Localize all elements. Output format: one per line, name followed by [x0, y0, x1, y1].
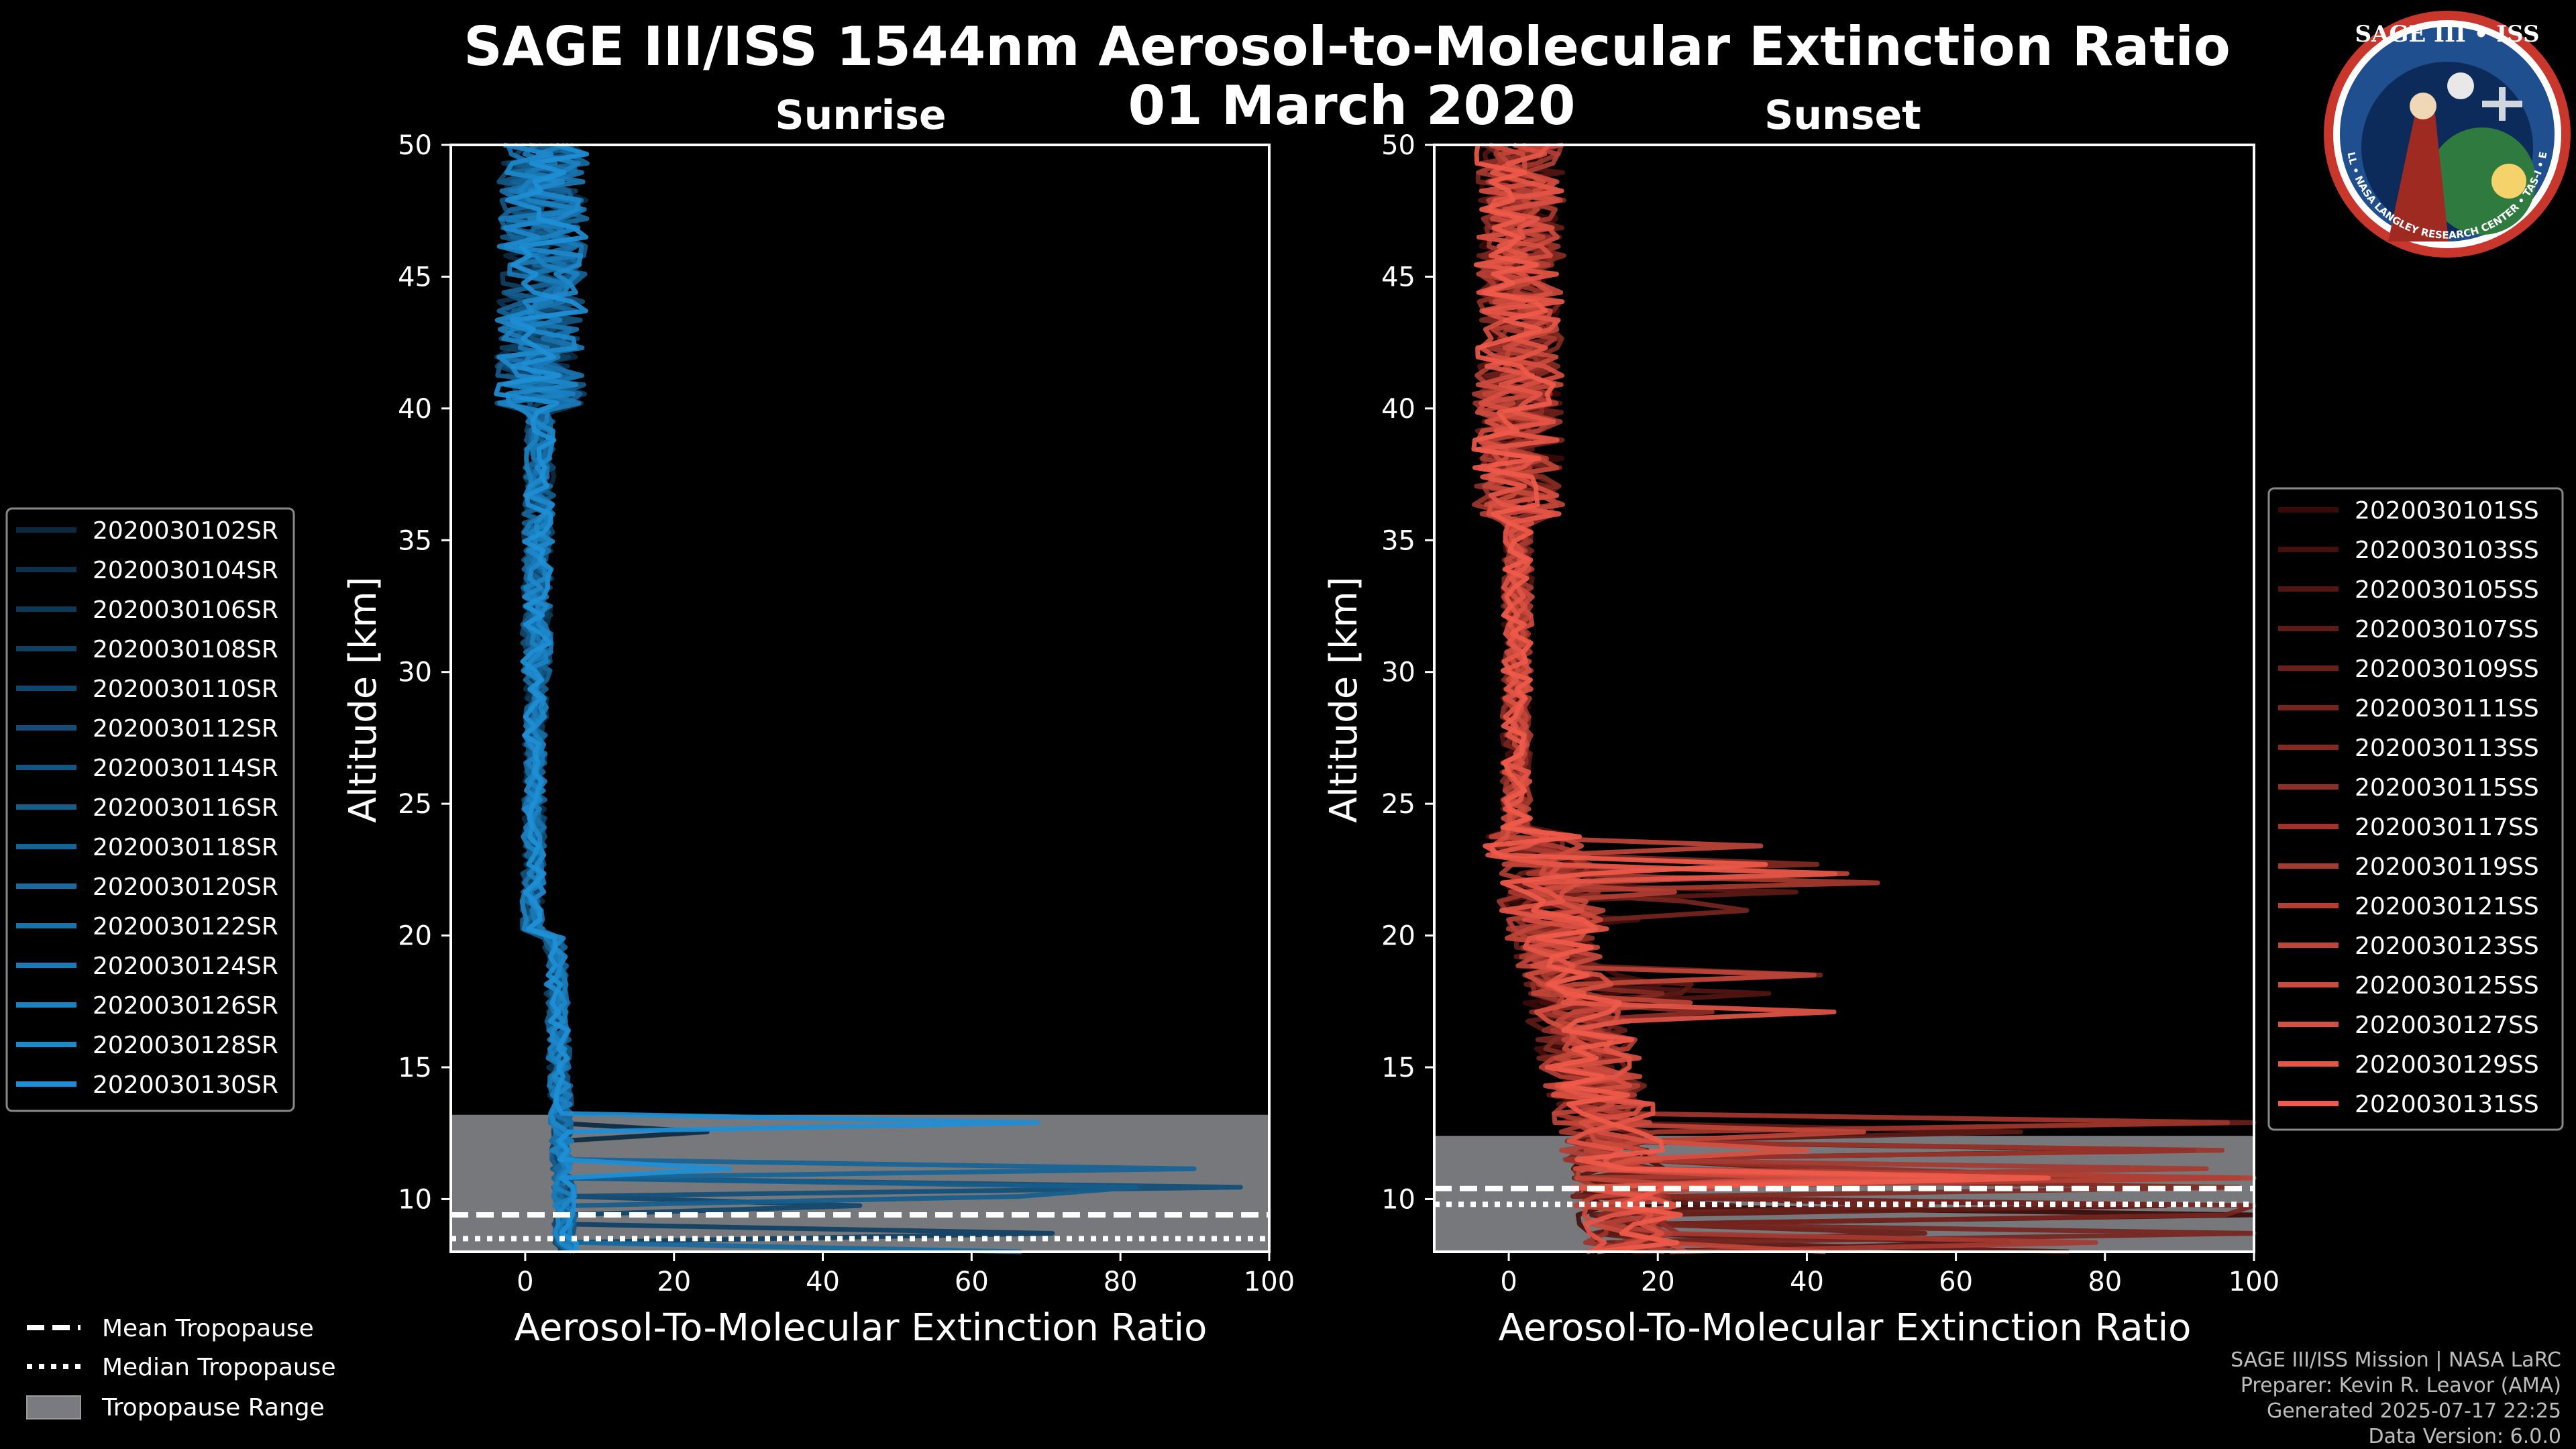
x-tick-label: 80 [1104, 1267, 1138, 1297]
tropopause-range-swatch [26, 1395, 81, 1419]
credit-generated: Generated 2025-07-17 22:25 [2267, 1399, 2561, 1423]
y-tick-label: 20 [1381, 921, 1415, 952]
x-tick-label: 80 [2088, 1267, 2122, 1297]
legend-label-2020030101SS: 2020030101SS [2355, 497, 2539, 525]
legend-label-2020030102SR: 2020030102SR [93, 517, 278, 545]
y-tick-label: 20 [398, 921, 432, 952]
legend-label-2020030104SR: 2020030104SR [93, 557, 278, 584]
legend-label-2020030109SS: 2020030109SS [2355, 655, 2539, 683]
y-tick-label: 50 [1381, 130, 1415, 161]
y-tick-label: 15 [1381, 1053, 1415, 1083]
sunrise-legend: 2020030102SR 2020030104SR 2020030106SR 2020… [5, 507, 295, 1112]
figure-date: 01 March 2020 [1128, 74, 1575, 137]
y-tick-label: 50 [398, 130, 432, 161]
sunset-panel-title: Sunset [1764, 92, 1921, 139]
sunset-x-axis-label: Aerosol-To-Molecular Extinction Ratio [1499, 1306, 2192, 1350]
legend-label-2020030105SS: 2020030105SS [2355, 576, 2539, 604]
astronomer-figure-icon [2388, 114, 2449, 241]
legend-label-2020030117SS: 2020030117SS [2355, 814, 2539, 841]
legend-label-2020030110SR: 2020030110SR [93, 676, 278, 703]
y-tick-label: 15 [398, 1053, 432, 1083]
y-tick-label: 25 [398, 789, 432, 820]
legend-label-2020030127SS: 2020030127SS [2355, 1012, 2539, 1039]
legend-label-2020030129SS: 2020030129SS [2355, 1051, 2539, 1079]
y-tick-label: 40 [398, 394, 432, 425]
x-tick-label: 60 [955, 1267, 989, 1297]
legend-label-2020030113SS: 2020030113SS [2355, 735, 2539, 762]
y-tick-label: 25 [1381, 789, 1415, 820]
y-tick-label: 40 [1381, 394, 1415, 425]
legend-label-2020030118SR: 2020030118SR [93, 834, 278, 861]
y-tick-label: 35 [1381, 525, 1415, 556]
credit-data-version: Data Version: 6.0.0 [2369, 1425, 2561, 1448]
legend-label-2020030125SS: 2020030125SS [2355, 972, 2539, 1000]
legend-label-2020030123SS: 2020030123SS [2355, 932, 2539, 960]
sun-icon [2491, 164, 2526, 199]
legend-label-2020030126SR: 2020030126SR [93, 992, 278, 1020]
y-tick-label: 45 [398, 262, 432, 292]
series-line-2020030122SR [496, 144, 587, 1254]
sunset-y-axis-label: Altitude [km] [1322, 576, 1366, 822]
sunrise-panel-title: Sunrise [775, 92, 946, 139]
legend-label-2020030107SS: 2020030107SS [2355, 616, 2539, 643]
x-tick-label: 60 [1939, 1267, 1973, 1297]
legend-label-2020030121SS: 2020030121SS [2355, 893, 2539, 920]
tropopause-legend: Mean Tropopause Median Tropopause Tropop… [26, 1315, 336, 1421]
y-tick-label: 35 [398, 525, 432, 556]
credit-mission: SAGE III/ISS Mission | NASA LaRC [2231, 1348, 2561, 1372]
median-tropopause-label: Median Tropopause [102, 1354, 336, 1381]
x-tick-label: 0 [1500, 1267, 1517, 1297]
sunrise-plot-frame [449, 144, 1271, 1253]
x-tick-label: 100 [1244, 1267, 1295, 1297]
legend-label-2020030108SR: 2020030108SR [93, 636, 278, 663]
series-line-2020030130SR [494, 142, 1040, 1252]
sunrise-y-axis-label: Altitude [km] [341, 576, 385, 822]
y-tick-label: 30 [1381, 657, 1415, 688]
y-tick-label: 10 [398, 1184, 432, 1215]
x-tick-label: 20 [657, 1267, 691, 1297]
sunrise-series-lines [494, 142, 1243, 1254]
x-tick-label: 100 [2229, 1267, 2279, 1297]
legend-label-2020030112SR: 2020030112SR [93, 715, 278, 743]
credits: SAGE III/ISS Mission | NASA LaRC Prepare… [2231, 1348, 2561, 1448]
legend-label-2020030124SR: 2020030124SR [93, 953, 278, 980]
legend-label-2020030111SS: 2020030111SS [2355, 695, 2539, 722]
tropopause-range-label: Tropopause Range [101, 1394, 325, 1421]
sunset-series-lines [1471, 142, 2257, 1254]
legend-label-2020030115SS: 2020030115SS [2355, 774, 2539, 802]
mean-tropopause-label: Mean Tropopause [102, 1315, 314, 1342]
x-tick-label: 40 [806, 1267, 840, 1297]
figure-title: SAGE III/ISS 1544nm Aerosol-to-Molecular… [464, 15, 2231, 78]
x-tick-label: 40 [1790, 1267, 1824, 1297]
y-tick-label: 45 [1381, 262, 1415, 292]
logo-title: SAGE III • ISS [2355, 21, 2539, 48]
y-tick-label: 10 [1381, 1184, 1415, 1215]
plot-area [451, 145, 1269, 1252]
sunrise-x-axis-label: Aerosol-To-Molecular Extinction Ratio [515, 1306, 1208, 1350]
legend-label-2020030130SR: 2020030130SR [93, 1071, 278, 1099]
credit-preparer: Preparer: Kevin R. Leavor (AMA) [2241, 1374, 2561, 1397]
legend-label-2020030120SR: 2020030120SR [93, 873, 278, 901]
x-tick-label: 0 [517, 1267, 533, 1297]
sunset-legend: 2020030101SS 2020030103SS 2020030105SS 2020… [2267, 487, 2564, 1131]
earth-limb [2428, 127, 2536, 235]
sunrise-panel: 0 20 40 60 80 100 10 15 20 25 30 35 40 45 50 Altitude … [341, 130, 1295, 1350]
legend-label-2020030116SR: 2020030116SR [93, 794, 278, 822]
legend-label-2020030114SR: 2020030114SR [93, 755, 278, 782]
legend-label-2020030119SS: 2020030119SS [2355, 853, 2539, 881]
legend-label-2020030122SR: 2020030122SR [93, 913, 278, 941]
moon-icon [2447, 72, 2474, 99]
legend-label-2020030131SS: 2020030131SS [2355, 1091, 2539, 1118]
x-tick-label: 20 [1641, 1267, 1675, 1297]
series-line-2020030131SS [1471, 144, 2051, 1254]
legend-label-2020030103SS: 2020030103SS [2355, 537, 2539, 564]
legend-label-2020030128SR: 2020030128SR [93, 1032, 278, 1059]
sunset-panel: 0 20 40 60 80 100 10 15 20 25 30 35 40 45 50 Altitude … [1322, 130, 2279, 1350]
y-tick-label: 30 [398, 657, 432, 688]
legend-label-2020030106SR: 2020030106SR [93, 596, 278, 624]
sunset-plot-frame [1433, 144, 2255, 1253]
